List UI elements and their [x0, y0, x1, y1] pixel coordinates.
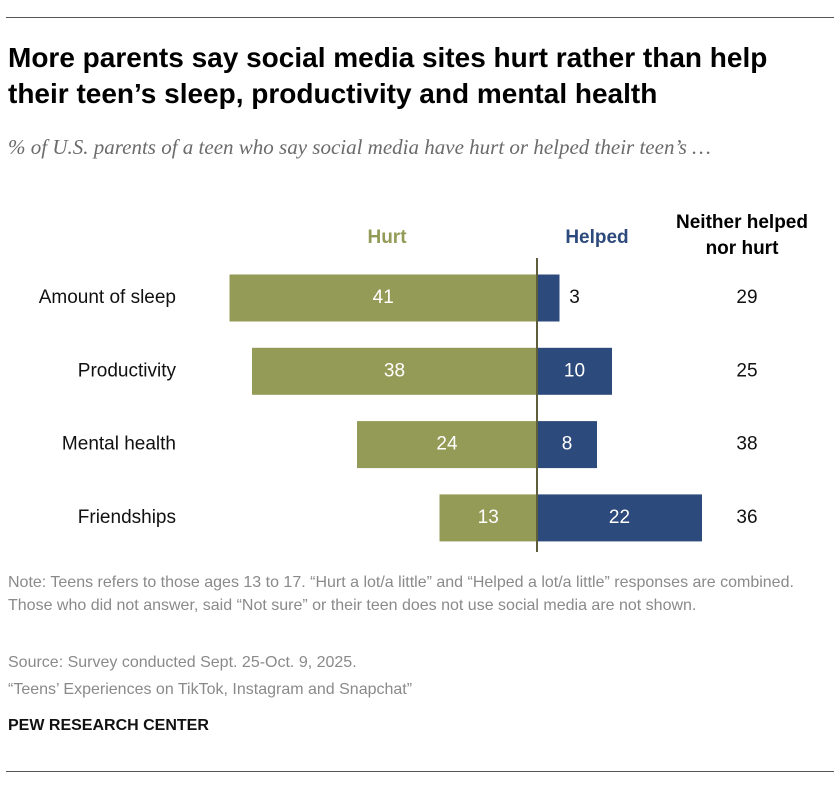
neither-value: 36	[736, 507, 757, 528]
category-label: Friendships	[78, 507, 176, 528]
bar	[357, 421, 537, 469]
bottom-rule	[6, 771, 834, 772]
series-header-text: Neither helped nor hurt	[676, 212, 808, 259]
source: Source: Survey conducted Sept. 25-Oct. 9…	[8, 654, 357, 671]
neither-value: 38	[736, 434, 757, 455]
series-header: Hurt	[367, 227, 407, 248]
logo: PEW RESEARCH CENTER	[8, 717, 209, 734]
bar	[537, 347, 612, 395]
bar	[439, 494, 537, 542]
chart-title: More parents say social media sites hurt…	[8, 42, 768, 109]
category-label: Productivity	[78, 360, 177, 381]
bar-value: 13	[478, 507, 499, 528]
category-label: Amount of sleep	[39, 287, 176, 308]
bar-value: 24	[436, 434, 458, 455]
category-label: Mental health	[62, 434, 176, 455]
bar	[537, 274, 560, 322]
series-header: Neither helped nor hurt	[676, 212, 808, 259]
bar-value: 22	[609, 507, 630, 528]
neither-value: 29	[736, 287, 757, 308]
bar-value: 10	[564, 360, 585, 381]
chart: Hurt Helped Neither helped nor hurt Amount …	[39, 212, 808, 552]
bar-value: 38	[384, 360, 405, 381]
bar-value: 8	[562, 434, 573, 455]
bar-value: 41	[373, 287, 394, 308]
bar	[537, 494, 702, 542]
note: Note: Teens refers to those ages 13 to 1…	[8, 574, 794, 614]
neither-value: 25	[736, 360, 757, 381]
bar	[252, 347, 537, 395]
bar	[537, 421, 597, 469]
series-header: Helped	[565, 227, 628, 248]
report: “Teens’ Experiences on TikTok, Instagram…	[8, 681, 413, 698]
chart-subtitle: % of U.S. parents of a teen who say soci…	[8, 135, 711, 159]
bar	[229, 274, 537, 322]
bar-value: 3	[569, 287, 580, 308]
top-rule	[6, 17, 834, 18]
